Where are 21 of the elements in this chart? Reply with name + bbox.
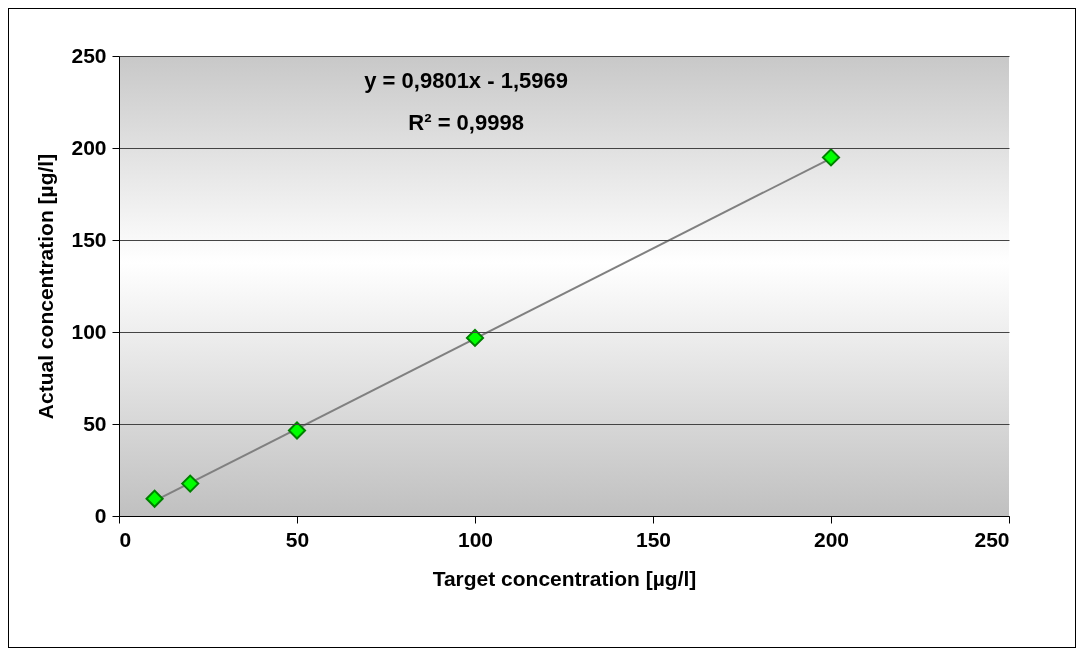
point: [145, 489, 164, 508]
annotation: R² = 0,9998: [408, 110, 524, 135]
x-tick-label: 50: [285, 527, 310, 551]
point: [821, 148, 841, 167]
y-tick-label: 0: [94, 503, 107, 527]
y-axis-title: Actual concentration [µg/l]: [34, 153, 58, 420]
annotation: y = 0,9801x - 1,5969: [364, 68, 568, 93]
x-tick-label: 0: [119, 527, 132, 551]
y-tick-label: 250: [71, 43, 107, 67]
point: [181, 474, 200, 493]
x-axis-title: Target concentration [µg/l]: [432, 566, 697, 590]
x-tick-label: 200: [813, 527, 850, 551]
x-tick-label: 250: [974, 527, 1010, 551]
point: [287, 421, 307, 440]
y-tick-label: 50: [83, 411, 107, 435]
y-tick-label: 100: [71, 319, 107, 343]
point: [465, 328, 485, 347]
y-tick-label: 200: [71, 135, 107, 159]
y-tick-label: 150: [71, 227, 107, 251]
x-tick-label: 100: [457, 527, 494, 551]
x-tick-label: 150: [635, 527, 672, 551]
